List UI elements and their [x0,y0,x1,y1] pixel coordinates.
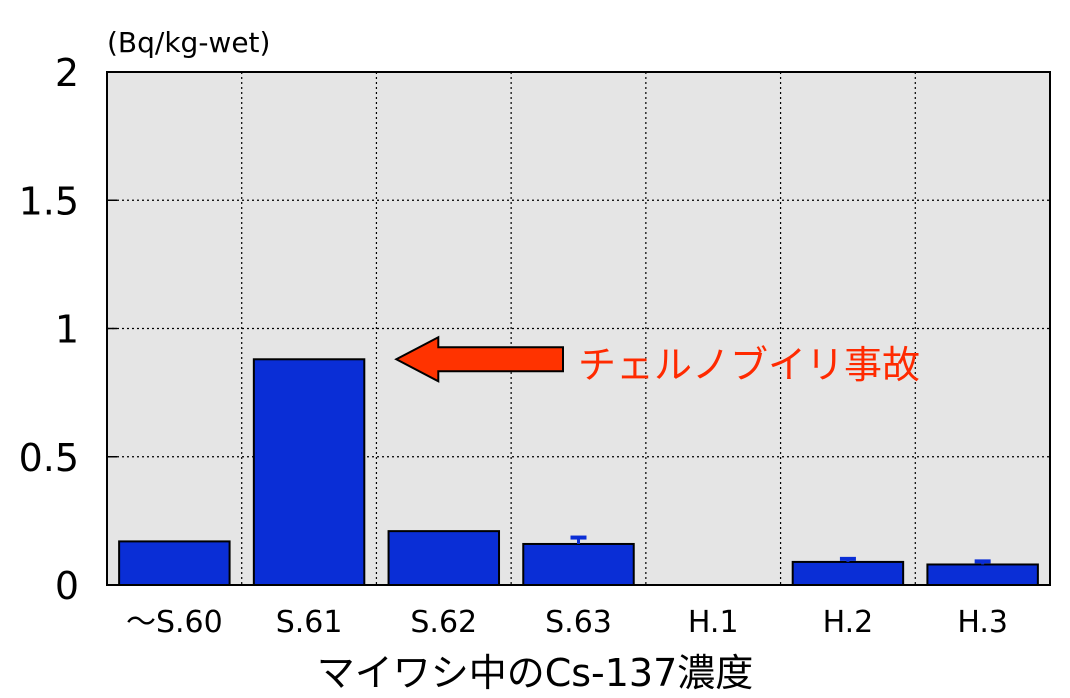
x-axis-title: マイワシ中のCs-137濃度 [316,651,754,695]
chernobyl-annotation: チェルノブイリ事故 [578,343,921,387]
grid-lines [107,72,1050,585]
x-axis-ticks: 〜S.60 S.61 S.62 S.63 H.1 H.2 H.3 [126,605,1008,640]
x-tick-label: H.2 [823,605,874,640]
bar-4 [522,542,635,587]
x-tick-label: 〜S.60 [126,605,223,640]
bar-1 [118,540,231,587]
y-unit-label: (Bq/kg-wet) [107,26,271,59]
bar-6 [791,560,905,586]
y-tick-label: 2 [55,51,79,95]
y-axis-ticks: 0 0.5 1 1.5 2 [19,51,117,608]
annotation-arrow [394,335,564,383]
x-tick-label: S.63 [545,605,612,640]
bar-7 [926,563,1039,586]
x-tick-label: H.3 [957,605,1008,640]
error-bars [570,535,991,565]
y-tick-label: 1.5 [19,179,79,223]
x-tick-label: S.62 [410,605,477,640]
plot-frame [106,71,1051,586]
bar-series [118,358,1039,587]
bar-2 [252,358,366,586]
x-tick-label: H.1 [688,605,739,640]
y-tick-label: 0.5 [19,436,79,480]
y-tick-label: 1 [55,308,79,352]
x-tick-label: S.61 [276,605,343,640]
y-tick-label: 0 [55,564,79,608]
bar-3 [387,530,501,587]
